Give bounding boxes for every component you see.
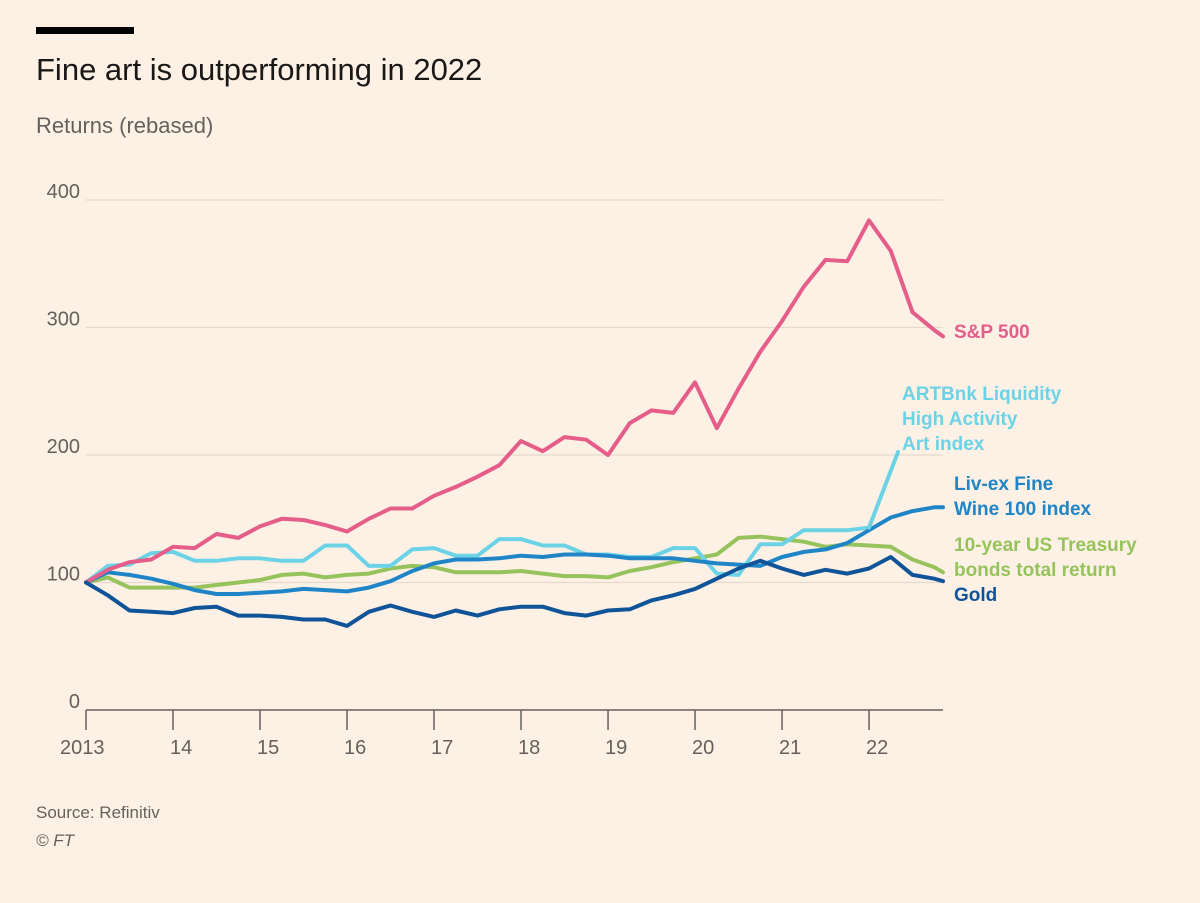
x-tick-label-19: 19 — [605, 737, 627, 759]
series-line-gold — [84, 555, 945, 628]
series-label-livex: Liv-ex Fine Wine 100 index — [954, 474, 1092, 520]
x-tick-label-16: 16 — [344, 737, 366, 759]
source-note: Source: Refinitiv — [36, 803, 160, 822]
series-lines — [84, 218, 945, 628]
x-tick-label-22: 22 — [866, 737, 888, 759]
series-line-artbnk — [84, 525, 871, 585]
x-tick-label-18: 18 — [518, 737, 540, 759]
x-tick-label-21: 21 — [779, 737, 801, 759]
y-tick-label-400: 400 — [47, 181, 80, 203]
x-axis: 2013 14 15 16 17 18 19 20 21 22 — [60, 710, 888, 759]
gridlines — [86, 199, 943, 711]
y-axis-ticks: 0 100 200 300 400 — [47, 181, 80, 713]
series-labels: 10-year US Treasury bonds total return ART… — [902, 322, 1137, 606]
copyright-note: © FT — [36, 831, 75, 850]
series-line-livex — [84, 505, 945, 596]
leader-line-artbnk — [867, 450, 900, 530]
y-tick-label-100: 100 — [47, 564, 80, 586]
series-line-sp500 — [84, 218, 945, 585]
y-tick-label-300: 300 — [47, 309, 80, 331]
y-tick-label-0: 0 — [69, 691, 80, 713]
series-label-treasury: 10-year US Treasury bonds total return — [954, 535, 1137, 581]
chart-subtitle: Returns (rebased) — [36, 113, 214, 138]
series-line-treasury — [84, 534, 945, 590]
series-label-gold: Gold — [954, 585, 997, 606]
ft-header-bar — [36, 27, 134, 34]
chart-title: Fine art is outperforming in 2022 — [36, 52, 483, 87]
x-tick-label-17: 17 — [431, 737, 453, 759]
x-tick-label-14: 14 — [170, 737, 192, 759]
y-tick-label-200: 200 — [47, 436, 80, 458]
x-tick-label-15: 15 — [257, 737, 279, 759]
x-tick-label-20: 20 — [692, 737, 714, 759]
series-label-artbnk: ARTBnk Liquidity High Activity Art index — [902, 384, 1062, 455]
x-tick-label-2013: 2013 — [60, 737, 105, 759]
series-label-sp500: S&P 500 — [954, 322, 1030, 343]
